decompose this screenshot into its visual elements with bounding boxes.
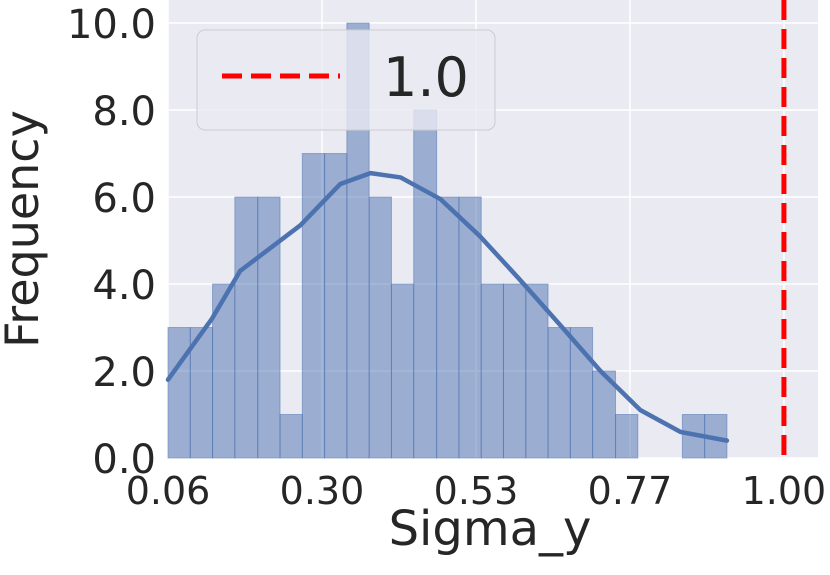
bar: [436, 196, 460, 459]
y-tick-label: 0.0: [92, 437, 156, 483]
bar: [413, 109, 438, 459]
legend-box: [196, 29, 496, 131]
bar: [547, 327, 571, 459]
x-tick-label: 0.77: [588, 469, 673, 513]
y-tick-label: 4.0: [92, 263, 156, 309]
x-tick-label: 1.00: [742, 469, 827, 513]
bar: [301, 153, 326, 459]
x-tick-label: 0.30: [280, 469, 365, 513]
legend-label: 1.0: [383, 46, 469, 109]
bar: [257, 196, 281, 459]
x-axis-label: Sigma_y: [389, 501, 592, 557]
bar: [390, 283, 415, 459]
bar: [167, 327, 191, 459]
y-axis-label: Frequency: [0, 110, 49, 348]
bar: [234, 196, 259, 459]
bar: [368, 196, 392, 459]
bar: [279, 414, 303, 459]
y-tick-label: 6.0: [92, 176, 156, 222]
bar: [502, 283, 527, 459]
bar: [480, 283, 504, 459]
bar: [615, 414, 639, 459]
x-tick-label: 0.53: [434, 469, 519, 513]
kde-line: [165, 170, 730, 443]
x-tick-label: 0.06: [126, 469, 211, 513]
y-tick-label: 10.0: [67, 2, 156, 48]
y-tick-label: 2.0: [92, 350, 156, 396]
y-tick-label: 8.0: [92, 89, 156, 135]
